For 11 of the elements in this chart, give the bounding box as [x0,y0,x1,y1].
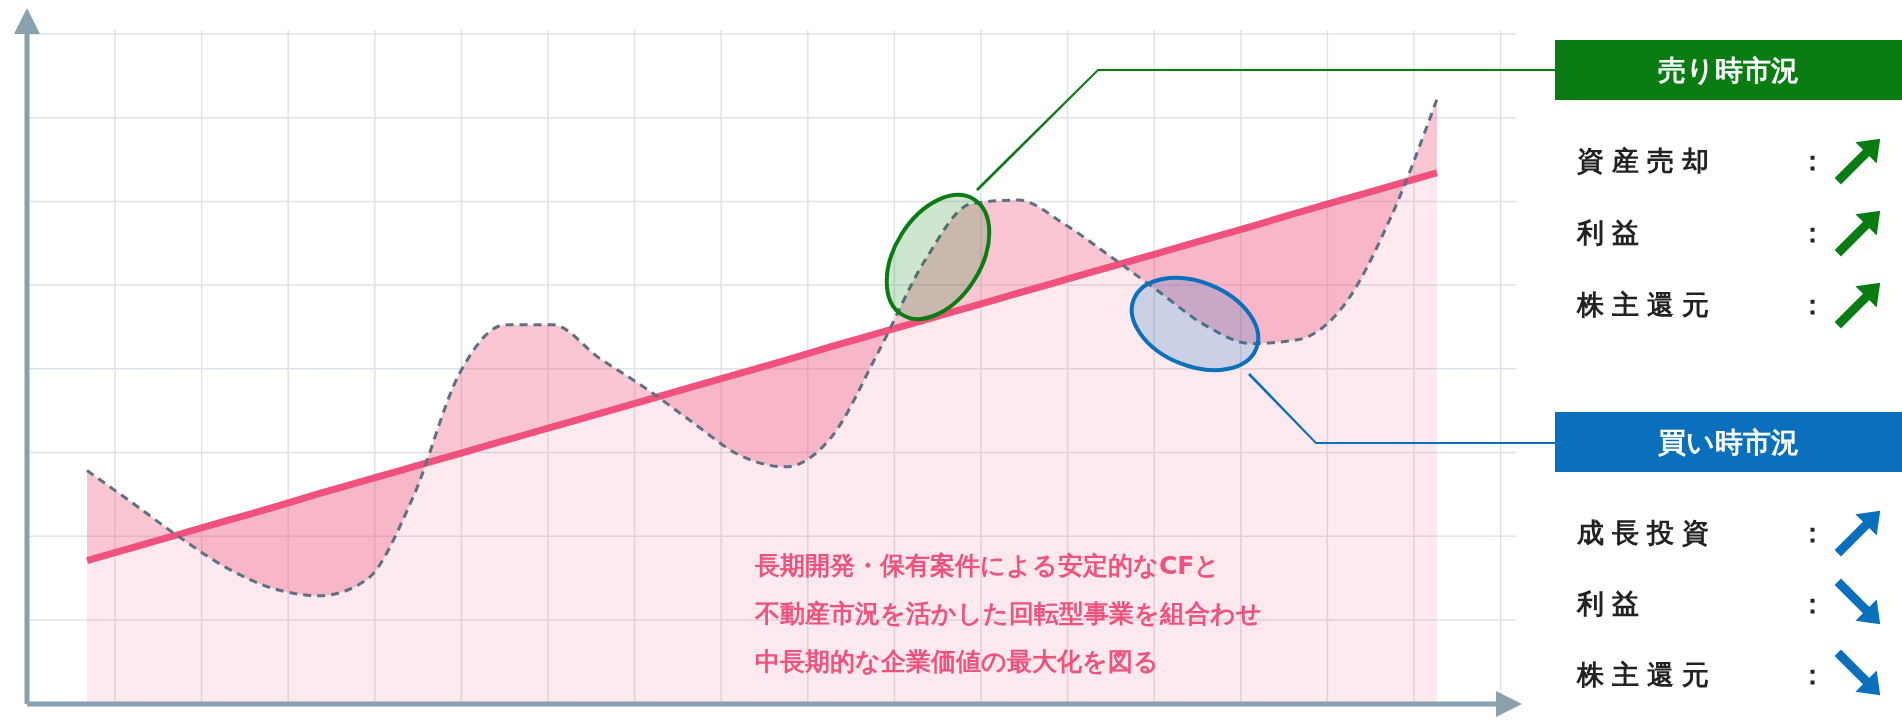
text: 売り時市況 [1657,54,1799,87]
annotation: 中長期的な企業価値の最大化を図る [755,647,1159,676]
annotation: 不動産市況を活かした回転型事業を組合わせ [754,599,1262,628]
text: 買い時市況 [1657,426,1799,459]
text: 株主還元： [1577,289,1826,320]
text: 資産売却： [1577,145,1826,176]
text: 利益： [1577,588,1826,619]
text: 成長投資： [1577,517,1826,548]
text: 株主還元： [1577,659,1826,690]
annotation: 長期開発・保有案件による安定的なCFと [754,551,1221,580]
text: 利益： [1577,217,1826,248]
